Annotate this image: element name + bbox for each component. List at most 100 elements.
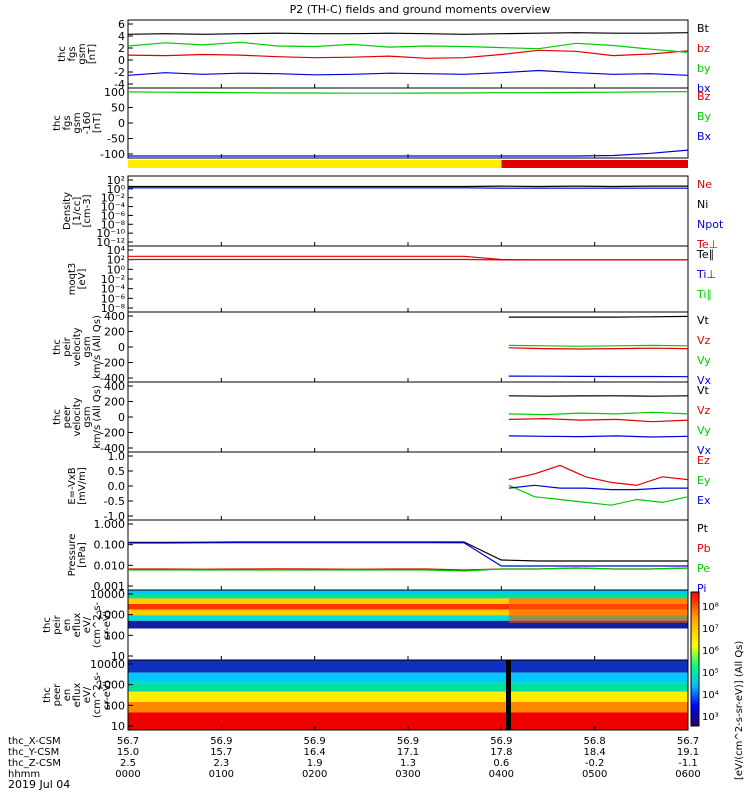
series-line-Vy xyxy=(508,344,689,347)
y-axis-label-line: thc xyxy=(52,339,63,355)
series-line-Ex xyxy=(508,484,688,491)
orbit-row-value: 56.9 xyxy=(397,736,419,747)
orbit-row-value: 56.7 xyxy=(117,736,139,747)
y-axis-label-line: fgs xyxy=(62,115,73,130)
series-line-Ey xyxy=(508,484,689,506)
orbit-row-label: hhmm xyxy=(8,769,40,780)
y-tick-label: 10⁻⁴ xyxy=(101,201,126,214)
series-line-Vz xyxy=(508,417,689,423)
legend-Pt: Pt xyxy=(697,522,709,535)
y-tick-label: 1.0 xyxy=(108,450,126,463)
colorbar-label: [eV/(cm^2-s-sr-eV)] (All Qs) xyxy=(734,641,745,780)
y-tick-label: 100 xyxy=(104,86,125,99)
y-axis-label-line: fgs xyxy=(67,46,78,61)
orbit-row-label: thc_Y-CSM xyxy=(8,747,59,758)
orbit-row-value: 56.8 xyxy=(584,736,606,747)
y-axis-label: thc peir en eflux eV/(cm^2-s-sr-eV) xyxy=(42,601,113,648)
y-tick-label: 200 xyxy=(104,396,125,409)
spectrogram-band xyxy=(128,590,688,594)
y-tick-label: -200 xyxy=(100,357,125,370)
y-axis-label-line: gsm xyxy=(82,406,93,427)
colorbar-tick: 10⁸ xyxy=(702,602,719,613)
y-axis-label-line: velocity xyxy=(72,397,83,436)
panel-frame xyxy=(127,451,689,521)
orbit-footer: 2019 Jul 04 thc_X-CSM 56.7 56.9 56.9 56.9 56.… xyxy=(8,736,701,791)
y-tick-label: 10⁻⁸ xyxy=(101,302,126,315)
mode-bar xyxy=(128,160,688,168)
y-axis-label-line: (cm^2-s- xyxy=(92,601,103,648)
orbit-row-label: thc_Z-CSM xyxy=(8,758,61,769)
y-tick-label: 0 xyxy=(118,117,125,130)
y-axis-label-line: moqt3 xyxy=(67,263,78,296)
orbit-row-value: 18.4 xyxy=(584,747,606,758)
y-axis-label: Density [1/cc] [cm-3] xyxy=(62,192,93,230)
y-axis-label-line: Pressure xyxy=(67,534,78,577)
legend-Bt: Bt xyxy=(697,22,710,35)
y-tick-label: 0 xyxy=(118,411,125,424)
y-tick-label: 0.5 xyxy=(108,465,126,478)
orbit-row-value: 2.3 xyxy=(213,758,229,769)
panel-frame xyxy=(127,519,689,591)
y-tick-label: 1.000 xyxy=(94,518,126,531)
y-axis-label-line: [cm-3] xyxy=(82,194,93,227)
y-axis-label-line: velocity xyxy=(72,327,83,366)
legend-Te⊥: Te⊥ xyxy=(696,238,718,251)
y-axis-label: thc fgs gsm -160 [nT] xyxy=(52,112,103,135)
legend-Bz: Bz xyxy=(697,90,711,103)
legend-Vx: Vx xyxy=(697,444,712,457)
panel-9: 10000 1000 100 10 thc peer en eflux eV/(cm^2-s-s… xyxy=(42,658,689,733)
spectrogram-band xyxy=(128,609,688,616)
spectrogram-band xyxy=(128,672,688,683)
orbit-row-value: -0.2 xyxy=(585,758,605,769)
series-line-Vx xyxy=(508,375,689,378)
y-axis-label-line: [1/cc] xyxy=(72,197,83,226)
legend-Ni: Ni xyxy=(697,198,708,211)
legend-Ex: Ex xyxy=(697,494,711,507)
y-tick-label: 10⁻⁴ xyxy=(101,283,126,296)
y-tick-label: 10⁻⁶ xyxy=(101,209,126,222)
y-tick-label: -200 xyxy=(100,427,125,440)
colorbar-tick: 10³ xyxy=(702,712,719,723)
colorbar-tick: 10⁵ xyxy=(702,668,719,679)
colorbar-tick: 10⁶ xyxy=(702,646,719,657)
legend-Vz: Vz xyxy=(697,404,711,417)
series-line-by xyxy=(127,41,689,53)
y-axis-label-line: thc xyxy=(42,687,53,703)
y-tick-label: 4 xyxy=(118,30,125,43)
y-tick-label: 1000 xyxy=(97,609,125,622)
y-tick-label: 10⁻² xyxy=(101,273,125,286)
legend-Ti∥: Ti∥ xyxy=(696,288,712,301)
y-axis-label-line: gsm xyxy=(77,43,88,64)
y-tick-label: 10⁻¹² xyxy=(96,236,125,249)
series-line-bx xyxy=(127,69,689,76)
y-tick-label: 0 xyxy=(118,54,125,67)
spectrogram-band xyxy=(128,682,688,692)
spectrogram-band xyxy=(128,691,688,702)
orbit-row-value: 16.4 xyxy=(304,747,326,758)
y-axis-label-line: thc xyxy=(52,115,63,131)
y-tick-label: 10⁰ xyxy=(107,183,126,196)
legend-bx: bx xyxy=(697,82,711,95)
y-tick-label: 10 xyxy=(111,720,125,733)
panel-1: 100 50 0 -50 -100 thc fgs gsm -160 [nT] Bz By Bx xyxy=(52,86,712,161)
legend-bz: bz xyxy=(697,42,710,55)
y-axis-label-line: peir xyxy=(52,614,63,634)
y-tick-label: -4 xyxy=(114,78,125,91)
y-tick-label: -400 xyxy=(100,442,125,455)
orbit-row-value: 17.1 xyxy=(397,747,419,758)
spectrogram-band xyxy=(128,712,688,730)
y-tick-label: 0 xyxy=(118,341,125,354)
legend-Ey: Ey xyxy=(697,474,711,487)
orbit-row-value: 56.9 xyxy=(304,736,326,747)
legend-By: By xyxy=(697,110,712,123)
y-axis-label: thc peer en eflux eV/(cm^2-s-sr-eV) xyxy=(42,671,113,718)
colorbar-tick: 10⁷ xyxy=(702,624,719,635)
y-axis-label-line: thc xyxy=(42,617,53,633)
orbit-row-value: 56.9 xyxy=(210,736,232,747)
y-axis-label-line: peer xyxy=(62,405,73,429)
